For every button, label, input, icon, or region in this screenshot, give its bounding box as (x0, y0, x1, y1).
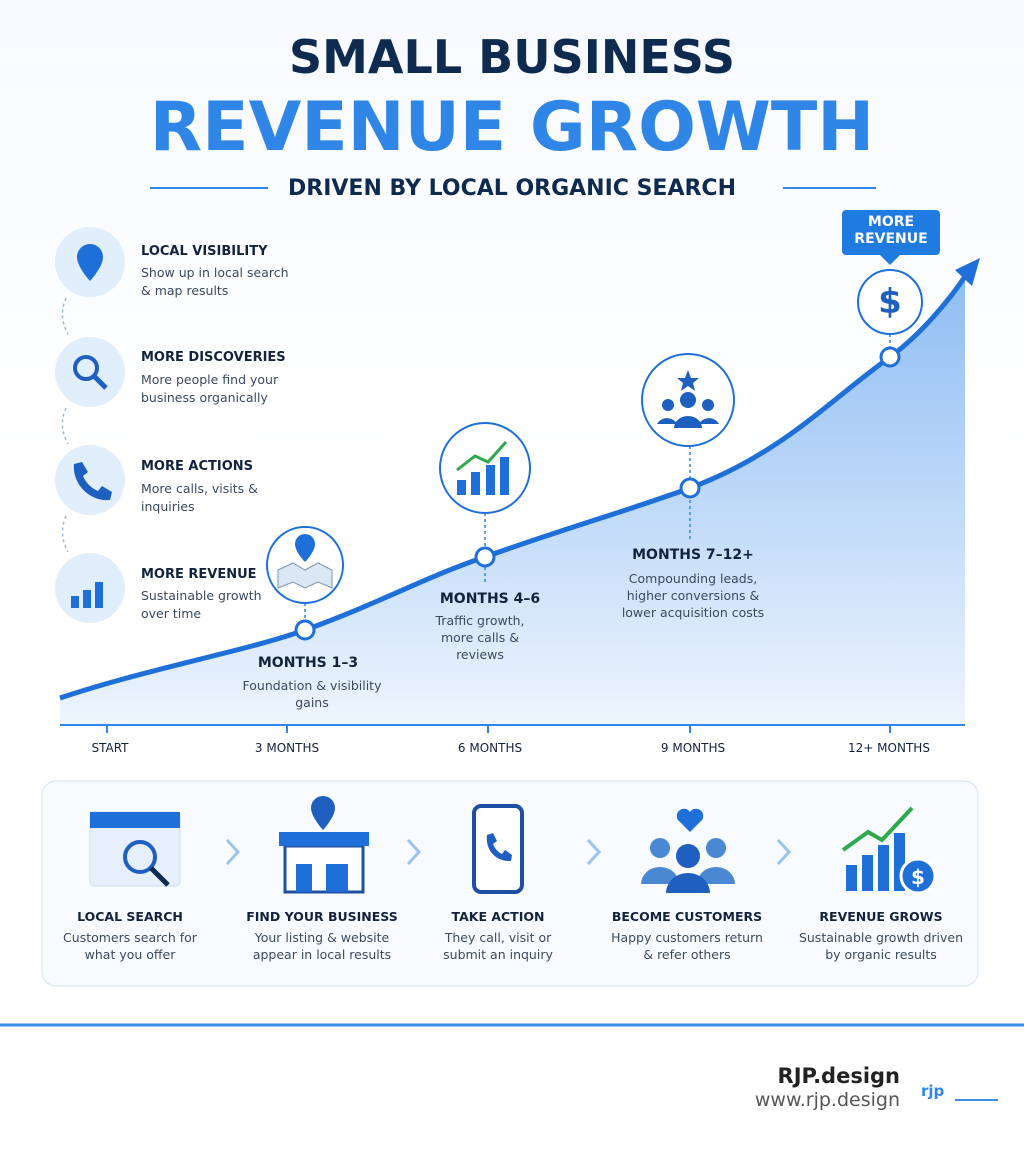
arrowhead (955, 258, 980, 286)
timeline-label: START (91, 741, 129, 755)
flow-text: Customers search for what you offer (63, 930, 197, 962)
step-title: MORE DISCOVERIES (141, 350, 286, 365)
milestone-text: Foundation & visibility gains (242, 678, 382, 710)
badge: MORE REVENUE (854, 214, 928, 247)
timeline-label: 6 MONTHS (457, 741, 523, 755)
brand-url: www.rjp.design (754, 1089, 900, 1111)
bars-icon (457, 457, 509, 495)
step-connectors (61, 297, 69, 553)
step-title: MORE REVENUE (141, 567, 257, 582)
step-text: More people find your business organical… (141, 372, 279, 405)
map-icon (277, 562, 333, 589)
pin-icon (295, 534, 315, 562)
flow-title: TAKE ACTION (451, 909, 545, 924)
step-text: More calls, visits & inquiries (141, 481, 258, 514)
people-icon (657, 370, 719, 428)
pin-icon (77, 244, 103, 281)
title: SMALL BUSINESS (289, 30, 735, 84)
bars-icon (71, 582, 103, 608)
subtitle: DRIVEN BY LOCAL ORGANIC SEARCH (288, 176, 736, 201)
milestone-label: MONTHS 1–3 (257, 655, 359, 671)
title: REVENUE GROWTH (149, 88, 875, 167)
flow-text: They call, visit or submit an inquiry (443, 930, 553, 962)
timeline-label: 3 MONTHS (254, 741, 320, 755)
trend-icon (456, 440, 508, 472)
milestone-label: MONTHS 7–12+ (632, 547, 754, 563)
flow-text: Your listing & website appear in local r… (252, 930, 392, 962)
step-icons (55, 227, 125, 623)
flow-title: REVENUE GROWS (819, 909, 943, 924)
axis-ticks (106, 725, 891, 733)
milestone-label: MONTHS 4–6 (439, 591, 541, 607)
milestone-text: Traffic growth, more calls & reviews (435, 613, 525, 662)
flow-title: FIND YOUR BUSINESS (246, 909, 398, 924)
phone-icon (73, 462, 112, 501)
search-icon (73, 355, 99, 381)
step-text: Sustainable growth over time (141, 588, 262, 621)
dollar-icon: $ (878, 282, 902, 322)
step-title: LOCAL VISIBILITY (141, 244, 268, 259)
timeline-label: 12+ MONTHS (848, 741, 930, 755)
step-title: MORE ACTIONS (141, 459, 254, 474)
svg-text:$: $ (911, 865, 925, 889)
flow-title: BECOME CUSTOMERS (611, 909, 763, 924)
brand: RJP.design (777, 1064, 900, 1088)
flow-title: LOCAL SEARCH (77, 909, 183, 924)
flow-icons: $ (89, 796, 937, 895)
flow-text: Sustainable growth driven by organic res… (798, 930, 964, 962)
milestone-text: Compounding leads, higher conversions & … (621, 571, 765, 620)
search-handle (92, 374, 108, 390)
flow-text: Happy customers return & refer others (611, 930, 763, 962)
badge-pointer (880, 255, 900, 265)
growth-area (60, 275, 965, 725)
badge-box (842, 210, 940, 255)
logo: rjp (921, 1082, 945, 1100)
timeline-label: 9 MONTHS (660, 741, 726, 755)
step-text: Show up in local search & map results (141, 265, 289, 298)
